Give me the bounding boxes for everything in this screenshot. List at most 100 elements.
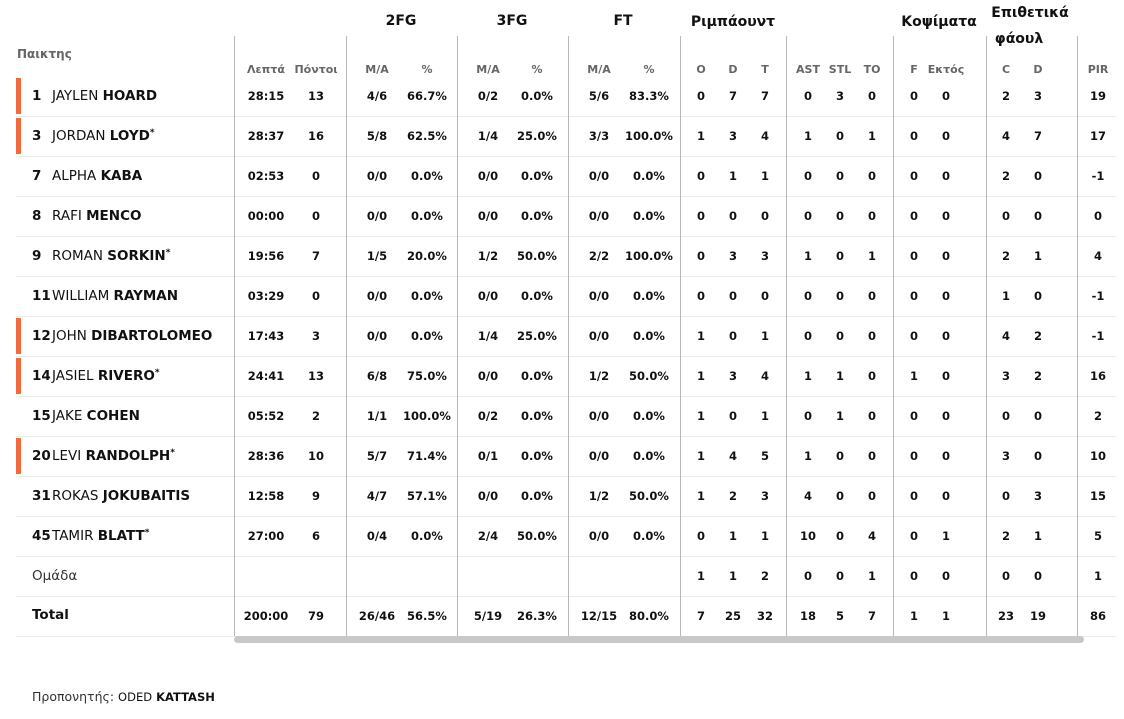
player-name[interactable]: JASIEL RIVERO* [52, 368, 160, 384]
stat-steals: 0 [835, 129, 845, 143]
stat-pir: 5 [1093, 529, 1103, 543]
stat-blocks-for: 0 [909, 329, 919, 343]
stat-fouls-committed: 1 [1001, 289, 1011, 303]
stat-ft-pct: 50.0% [629, 369, 669, 383]
stat-assists: 0 [803, 289, 813, 303]
player-row[interactable]: 15 JAKE COHEN 05:52 2 1/1 100.0% 0/2 0.0% 0/0 0.0… [16, 396, 1116, 437]
coach-last-name: KATTASH [156, 690, 215, 704]
stat-3fg-pct: 0.0% [521, 409, 553, 423]
stat-minutes: 17:43 [247, 329, 285, 343]
stat-fouls-drawn: 7 [1033, 129, 1043, 143]
player-name[interactable]: JOHN DIBARTOLOMEO [52, 328, 212, 344]
stat-2fg-made-att: 26/46 [358, 609, 396, 623]
player-row[interactable]: 8 RAFI MENCO 00:00 0 0/0 0.0% 0/0 0.0% 0/0 0.0% 0 0… [16, 196, 1116, 237]
stat-ft-made-att: 0/0 [588, 329, 610, 343]
player-name[interactable]: JAYLEN HOARD [52, 88, 157, 104]
stat-turnovers: 0 [867, 209, 877, 223]
stat-2fg-pct: 0.0% [411, 529, 443, 543]
stat-blocks-against: 1 [941, 529, 951, 543]
stat-assists: 10 [799, 529, 817, 543]
stat-points: 2 [311, 409, 321, 423]
stat-3fg-made-att: 0/0 [477, 169, 499, 183]
stat-ft-made-att: 0/0 [588, 289, 610, 303]
player-name[interactable]: LEVI RANDOLPH* [52, 448, 175, 464]
stat-points: 13 [307, 89, 325, 103]
stat-3fg-pct: 0.0% [521, 369, 553, 383]
stat-3fg-pct: 0.0% [521, 89, 553, 103]
starter-indicator [16, 438, 21, 474]
column-divider [680, 36, 681, 636]
stat-reb-off: 0 [696, 529, 706, 543]
stat-pir: 1 [1093, 569, 1103, 583]
player-row[interactable]: 9 ROMAN SORKIN* 19:56 7 1/5 20.0% 1/2 50.0% 2/2 1… [16, 236, 1116, 277]
column-header-3fg-pct: % [531, 63, 543, 76]
player-row[interactable]: 31 ROKAS JOKUBAITIS 12:58 9 4/7 57.1% 0/0 0.0% 1… [16, 476, 1116, 517]
player-row[interactable]: 7 ALPHA KABA 02:53 0 0/0 0.0% 0/0 0.0% 0/0 0.0% 0 1… [16, 156, 1116, 197]
stat-minutes: 28:37 [247, 129, 285, 143]
player-name[interactable]: ROKAS JOKUBAITIS [52, 488, 190, 504]
stat-fouls-drawn: 0 [1033, 289, 1043, 303]
stat-3fg-made-att: 0/0 [477, 209, 499, 223]
stat-2fg-made-att: 5/8 [366, 129, 388, 143]
stat-ft-made-att: 0/0 [588, 449, 610, 463]
player-last-name: RANDOLPH [85, 448, 171, 464]
player-row[interactable]: 20 LEVI RANDOLPH* 28:36 10 5/7 71.4% 0/1 0.0% 0/… [16, 436, 1116, 477]
stat-steals: 0 [835, 449, 845, 463]
stat-blocks-for: 0 [909, 409, 919, 423]
player-row[interactable]: 12 JOHN DIBARTOLOMEO 17:43 3 0/0 0.0% 1/4 25.0%… [16, 316, 1116, 357]
stat-reb-total: 4 [760, 369, 770, 383]
stat-pir: 2 [1093, 409, 1103, 423]
player-row[interactable]: 14 JASIEL RIVERO* 24:41 13 6/8 75.0% 0/0 0.0% 1/… [16, 356, 1116, 397]
stat-fouls-committed: 2 [1001, 249, 1011, 263]
column-divider [893, 36, 894, 636]
stat-ft-made-att: 0/0 [588, 209, 610, 223]
stat-pir: 16 [1089, 369, 1107, 383]
stat-minutes: 28:15 [247, 89, 285, 103]
player-name[interactable]: JAKE COHEN [52, 408, 140, 424]
stat-fouls-drawn: 0 [1033, 569, 1043, 583]
total-row: Total 200:00 79 26/46 56.5% 5/19 26.3% 12/15 80.… [16, 596, 1116, 637]
player-name[interactable]: JORDAN LOYD* [52, 128, 155, 144]
horizontal-scrollbar[interactable] [234, 636, 1084, 643]
player-row[interactable]: 3 JORDAN LOYD* 28:37 16 5/8 62.5% 1/4 25.0% 3/3 1… [16, 116, 1116, 157]
group-fouls-line2: φάουλ [994, 31, 1044, 47]
player-name[interactable]: RAFI MENCO [52, 208, 141, 224]
stat-steals: 1 [835, 369, 845, 383]
stat-assists: 0 [803, 409, 813, 423]
column-header-3fg-made-att: Μ/Α [476, 63, 500, 76]
player-name[interactable]: WILLIAM RAYMAN [52, 288, 178, 304]
stat-minutes: 12:58 [247, 489, 285, 503]
star-marker: * [170, 448, 175, 458]
stat-minutes: 28:36 [247, 449, 285, 463]
stat-pir: 4 [1093, 249, 1103, 263]
stat-blocks-for: 0 [909, 129, 919, 143]
player-name[interactable]: ROMAN SORKIN* [52, 248, 170, 264]
player-last-name: SORKIN [107, 248, 166, 264]
column-header-2fg-pct: % [421, 63, 433, 76]
stat-blocks-against: 0 [941, 169, 951, 183]
stat-reb-def: 4 [728, 449, 738, 463]
stat-turnovers: 0 [867, 369, 877, 383]
stat-reb-total: 3 [760, 249, 770, 263]
stat-fouls-committed: 3 [1001, 369, 1011, 383]
column-header-2fg-made-att: Μ/Α [365, 63, 389, 76]
stat-minutes: 200:00 [243, 609, 289, 623]
column-header-reb-total: T [761, 63, 769, 76]
stat-blocks-for: 0 [909, 489, 919, 503]
player-number: 12 [32, 328, 51, 344]
player-row[interactable]: 45 TAMIR BLATT* 27:00 6 0/4 0.0% 2/4 50.0% 0/0 0.… [16, 516, 1116, 557]
player-name[interactable]: TAMIR BLATT* [52, 528, 150, 544]
stat-ft-made-att: 5/6 [588, 89, 610, 103]
stat-ft-pct: 100.0% [625, 249, 673, 263]
stat-2fg-made-att: 0/0 [366, 209, 388, 223]
player-row[interactable]: 1 JAYLEN HOARD 28:15 13 4/6 66.7% 0/2 0.0% 5/6 83… [16, 76, 1116, 117]
player-row[interactable]: 11 WILLIAM RAYMAN 03:29 0 0/0 0.0% 0/0 0.0% 0/0 0… [16, 276, 1116, 317]
stat-turnovers: 1 [867, 249, 877, 263]
stat-blocks-for: 0 [909, 89, 919, 103]
stat-ft-pct: 0.0% [633, 529, 665, 543]
player-name[interactable]: ALPHA KABA [52, 168, 142, 184]
stat-3fg-made-att: 5/19 [473, 609, 503, 623]
stat-reb-def: 3 [728, 129, 738, 143]
stat-2fg-pct: 0.0% [411, 329, 443, 343]
stat-fouls-drawn: 0 [1033, 169, 1043, 183]
